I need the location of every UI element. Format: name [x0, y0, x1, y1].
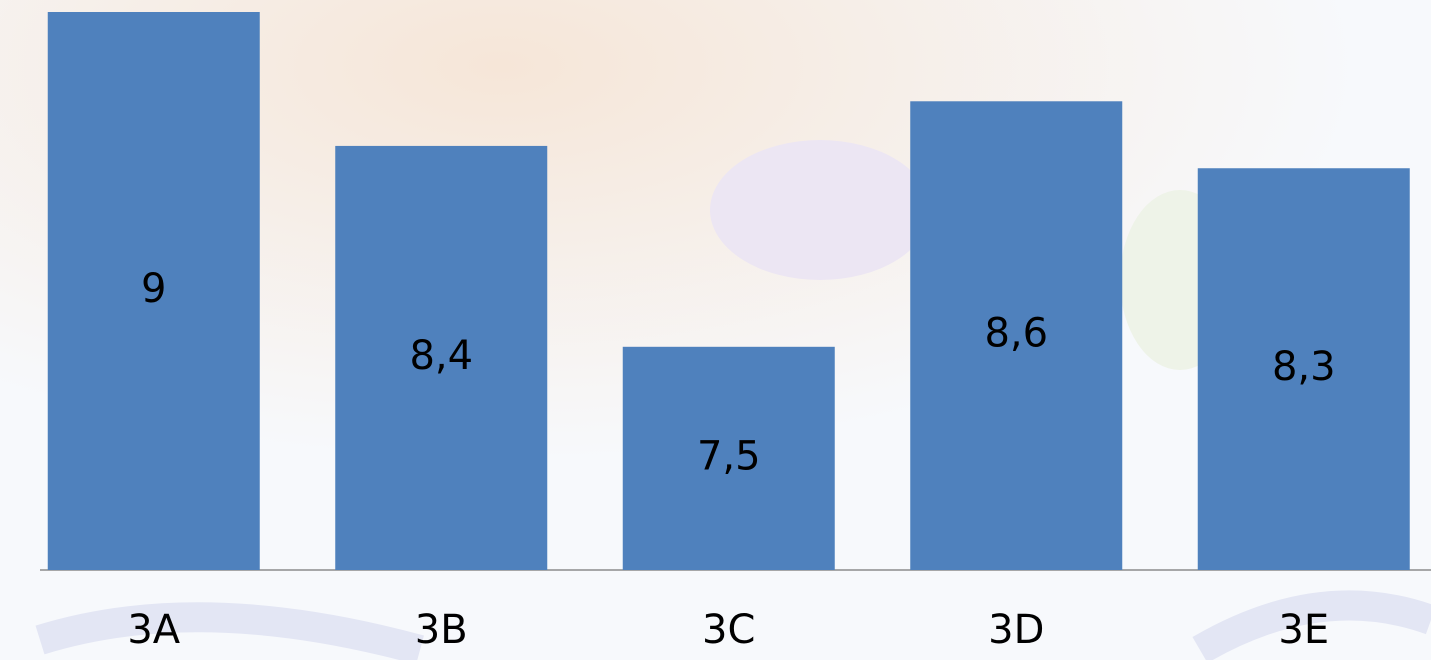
x-tick-label: 3A: [127, 607, 180, 653]
data-label: 9: [141, 266, 166, 312]
x-tick-label: 3B: [415, 607, 468, 653]
data-label: 8,3: [1272, 344, 1336, 390]
data-label: 8,4: [409, 333, 473, 379]
x-tick-label: 3E: [1278, 607, 1329, 653]
watermark: [710, 140, 930, 280]
bar: [47, 12, 260, 570]
watermark: [35, 590, 1431, 660]
x-tick-label: 3C: [702, 607, 755, 653]
bar: [335, 145, 548, 571]
bar: [622, 346, 835, 570]
data-label: 8,6: [984, 311, 1048, 357]
x-tick-label: 3D: [988, 607, 1044, 653]
data-label: 7,5: [697, 433, 761, 479]
bar: [910, 101, 1123, 570]
bar: [1197, 168, 1410, 571]
